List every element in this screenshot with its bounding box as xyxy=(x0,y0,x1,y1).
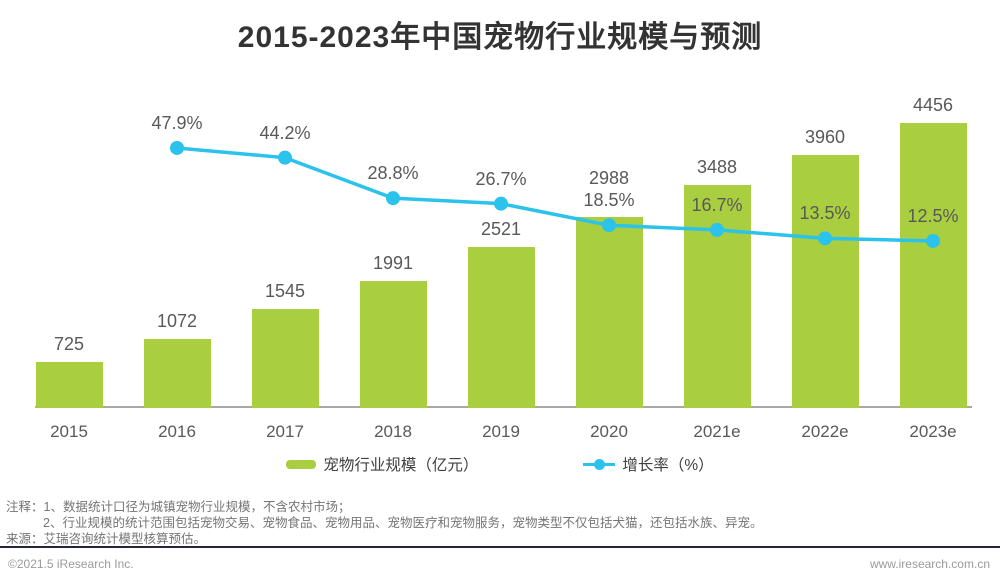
growth-rate-label-2016: 47.9% xyxy=(151,112,203,133)
growth-rate-marker-8 xyxy=(926,233,940,248)
bar-value-label-2019: 2521 xyxy=(480,218,522,239)
bar-2023e xyxy=(899,123,967,408)
x-axis-label-2020: 2020 xyxy=(590,422,628,441)
bar-2017 xyxy=(251,309,319,408)
website-url: www.iresearch.com.cn xyxy=(869,557,990,571)
growth-rate-marker-1 xyxy=(170,140,184,155)
legend-item-bar: 宠物行业规模（亿元） xyxy=(286,453,478,475)
bar-value-label-2018: 1991 xyxy=(372,252,414,273)
growth-rate-marker-7 xyxy=(818,231,832,246)
growth-rate-marker-6 xyxy=(710,222,724,237)
growth-rate-marker-3 xyxy=(386,191,400,206)
line-series-marker-icon xyxy=(583,458,616,470)
bar-2018 xyxy=(359,280,427,408)
bar-2015 xyxy=(35,361,103,408)
growth-rate-line xyxy=(176,146,934,243)
bar-2016 xyxy=(143,339,211,408)
x-axis-label-2018: 2018 xyxy=(374,422,412,441)
bar-value-label-2020: 2988 xyxy=(588,168,630,189)
bar-2022e xyxy=(791,154,859,408)
growth-rate-label-2020: 18.5% xyxy=(583,190,635,211)
growth-rate-label-2017: 44.2% xyxy=(259,122,311,143)
chart-plot-area: 725 2015 1072 47.9% 2016 1545 44.2% 2017 1991 28.… xyxy=(0,70,1000,460)
growth-rate-label-2019: 26.7% xyxy=(475,168,527,189)
note-line-3: 来源：艾瑞咨询统计模型核算预估。 xyxy=(6,532,207,546)
growth-rate-marker-5 xyxy=(602,218,616,233)
bar-2020 xyxy=(575,216,643,408)
bar-series-swatch-icon xyxy=(286,459,317,469)
chart-title: 2015-2023年中国宠物行业规模与预测 xyxy=(237,21,763,54)
growth-rate-label-2022e: 13.5% xyxy=(799,203,851,224)
growth-rate-label-2023e: 12.5% xyxy=(907,205,959,226)
x-axis-label-2022e: 2022e xyxy=(801,422,849,441)
x-axis-label-2019: 2019 xyxy=(482,422,520,441)
growth-rate-label-2021e: 16.7% xyxy=(691,194,743,215)
growth-rate-label-2018: 28.8% xyxy=(367,163,419,184)
growth-rate-marker-4 xyxy=(494,196,508,211)
bar-2021e xyxy=(683,184,751,408)
bar-value-label-2017: 1545 xyxy=(264,281,306,302)
footer-divider xyxy=(0,546,1000,548)
x-axis-label-2021e: 2021e xyxy=(693,422,741,441)
bar-value-label-2023e: 4456 xyxy=(912,95,954,115)
chart-legend: 宠物行业规模（亿元） 增长率（%） xyxy=(0,452,1000,476)
bar-value-label-2022e: 3960 xyxy=(804,126,846,147)
x-axis-label-2017: 2017 xyxy=(266,422,304,441)
x-axis-label-2016: 2016 xyxy=(158,422,196,441)
growth-rate-line-layer xyxy=(170,140,940,248)
x-axis-label-2015: 2015 xyxy=(50,422,88,441)
chart-notes: 注释：1、数据统计口径为城镇宠物行业规模，不含农村市场； 2、行业规模的统计范围… xyxy=(6,499,996,547)
bar-value-label-2015: 725 xyxy=(53,333,85,354)
bar-2019 xyxy=(467,246,535,408)
growth-rate-marker-2 xyxy=(278,150,292,165)
legend-bar-label: 宠物行业规模（亿元） xyxy=(323,457,479,474)
bar-value-label-2021e: 3488 xyxy=(696,156,738,177)
bar-value-label-2016: 1072 xyxy=(156,311,198,332)
note-line-2: 2、行业规模的统计范围包括宠物交易、宠物食品、宠物用品、宠物医疗和宠物服务，宠物… xyxy=(43,516,763,530)
note-line-1: 注释：1、数据统计口径为城镇宠物行业规模，不含农村市场； xyxy=(6,500,351,514)
x-axis-label-2023e: 2023e xyxy=(909,422,957,441)
legend-line-label: 增长率（%） xyxy=(622,457,714,474)
legend-item-line: 增长率（%） xyxy=(583,453,714,475)
copyright-text: ©2021.5 iResearch Inc. xyxy=(8,557,134,571)
